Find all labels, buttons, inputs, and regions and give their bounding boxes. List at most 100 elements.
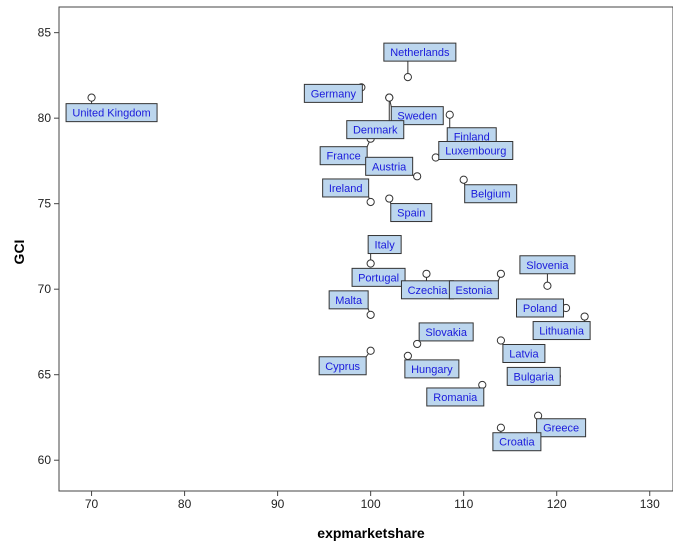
point-label-text: Croatia xyxy=(499,437,535,449)
point-label-text: France xyxy=(327,151,361,163)
point-label: Spain xyxy=(390,203,433,223)
point-label: Hungary xyxy=(404,359,460,379)
y-tick-label: 70 xyxy=(38,282,52,296)
point-label-text: Estonia xyxy=(456,285,494,297)
data-point xyxy=(543,281,552,290)
data-point xyxy=(413,339,422,349)
point-label-text: United Kingdom xyxy=(72,108,150,120)
point-label-text: Cyprus xyxy=(325,361,360,373)
data-point xyxy=(496,269,505,278)
data-point xyxy=(403,351,412,360)
point-label-text: Slovenia xyxy=(526,260,569,272)
data-point xyxy=(459,175,468,184)
point-label-box xyxy=(448,280,499,300)
point-label: Poland xyxy=(516,298,565,318)
point-label-box xyxy=(365,156,414,176)
point-label-box xyxy=(426,387,485,407)
y-tick-label: 80 xyxy=(38,111,52,125)
data-point xyxy=(403,73,412,82)
point-label: Portugal xyxy=(351,267,406,287)
point-label-box xyxy=(464,184,518,204)
x-tick-label: 130 xyxy=(640,497,660,511)
data-point xyxy=(366,346,375,355)
point-label-box xyxy=(438,141,514,161)
plot-area xyxy=(58,6,673,492)
point-label-text: Poland xyxy=(523,303,557,315)
data-point xyxy=(366,259,375,268)
y-tick-label: 60 xyxy=(38,453,52,467)
point-label: Austria xyxy=(365,156,414,176)
point-label: Malta xyxy=(328,290,369,310)
data-point xyxy=(366,197,375,207)
point-label: Greece xyxy=(536,418,587,438)
point-label-text: Czechia xyxy=(408,285,449,297)
x-tick-label: 100 xyxy=(361,497,381,511)
data-point xyxy=(385,194,394,203)
point-label-box xyxy=(519,255,576,275)
y-tick-label: 65 xyxy=(38,368,52,382)
point-label-text: Romania xyxy=(433,392,478,404)
point-label-box xyxy=(532,321,591,341)
point-label: Bulgaria xyxy=(506,366,561,386)
point-label-box xyxy=(65,103,158,123)
point-label: Cyprus xyxy=(318,356,367,376)
x-tick-label: 80 xyxy=(178,497,192,511)
point-label-text: Ireland xyxy=(329,183,363,195)
point-label-box xyxy=(418,322,474,342)
point-label: Latvia xyxy=(502,343,546,363)
data-point xyxy=(413,172,422,181)
data-point xyxy=(580,312,589,321)
point-label-box xyxy=(404,359,460,379)
point-label-box xyxy=(502,343,546,363)
point-label-text: Austria xyxy=(372,161,407,173)
y-tick-label: 75 xyxy=(38,197,52,211)
point-label-box xyxy=(322,178,370,198)
point-label: Belgium xyxy=(464,184,518,204)
data-point xyxy=(422,269,431,278)
point-label-text: Portugal xyxy=(358,272,399,284)
point-label-text: Finland xyxy=(454,132,490,144)
point-label: Slovenia xyxy=(519,255,576,275)
point-label-text: Denmark xyxy=(353,125,398,137)
point-label: Czechia xyxy=(400,280,454,300)
point-label-text: Luxembourg xyxy=(445,146,506,158)
point-label: United Kingdom xyxy=(65,103,158,123)
point-label-box xyxy=(390,203,433,223)
x-tick-label: 110 xyxy=(454,497,473,511)
point-label-text: Slovakia xyxy=(425,327,467,339)
point-label-box xyxy=(516,298,565,318)
point-label-box xyxy=(367,235,402,255)
point-label: Denmark xyxy=(346,120,405,140)
point-label-box xyxy=(506,366,561,386)
data-point xyxy=(385,93,394,102)
point-label-text: Belgium xyxy=(471,189,511,201)
data-point xyxy=(496,336,505,345)
point-label: Luxembourg xyxy=(438,141,514,161)
data-point xyxy=(366,310,375,319)
data-point xyxy=(496,423,505,432)
point-label: Netherlands xyxy=(383,42,457,62)
x-tick-label: 90 xyxy=(271,497,285,511)
point-label-text: Latvia xyxy=(509,348,539,360)
point-label-box xyxy=(536,418,587,438)
point-label-text: Lithuania xyxy=(539,326,585,338)
point-label: Romania xyxy=(426,387,485,407)
point-label: Croatia xyxy=(492,432,542,452)
point-label-box xyxy=(319,146,368,166)
point-label: Italy xyxy=(367,235,402,255)
point-label-text: Spain xyxy=(397,208,425,220)
x-tick-label: 70 xyxy=(85,497,99,511)
point-label-box xyxy=(351,267,406,287)
point-label-text: Greece xyxy=(543,423,579,435)
point-label-text: Bulgaria xyxy=(514,371,555,383)
point-label-box xyxy=(303,83,363,103)
point-label-text: Italy xyxy=(375,240,396,252)
point-label: Slovakia xyxy=(418,322,474,342)
point-label: Lithuania xyxy=(532,321,591,341)
point-label-text: Germany xyxy=(311,88,357,100)
data-point xyxy=(87,93,96,102)
point-label: Germany xyxy=(303,83,363,103)
data-point xyxy=(445,110,454,119)
point-label-text: Netherlands xyxy=(390,47,450,59)
